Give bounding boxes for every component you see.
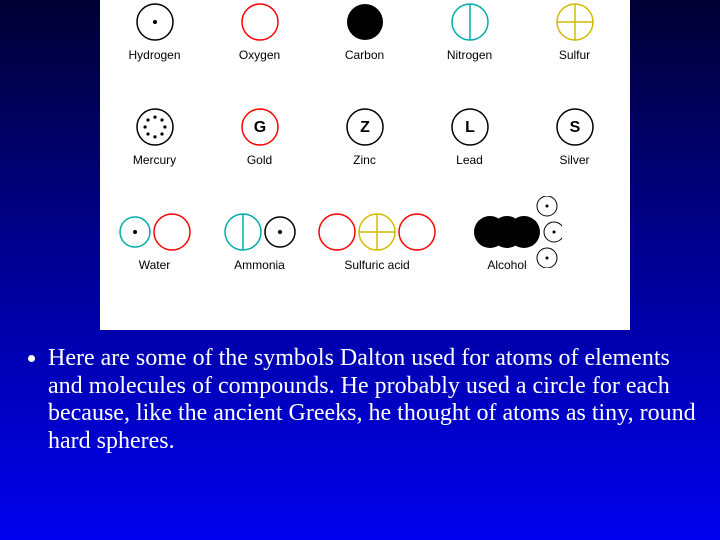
- symbol-cell: Carbon: [312, 0, 417, 62]
- atom-letter-icon: Z: [345, 107, 385, 147]
- symbol-graphic: L: [417, 105, 522, 149]
- symbol-cell: L Lead: [417, 105, 522, 167]
- symbol-label: Sulfur: [522, 48, 627, 62]
- symbol-cell: Alcohol: [442, 210, 572, 272]
- atom-cross-icon: [555, 2, 595, 42]
- symbol-graphic: S: [522, 105, 627, 149]
- svg-text:S: S: [569, 119, 580, 136]
- symbol-label: Sulfuric acid: [312, 258, 442, 272]
- symbol-graphic: [417, 0, 522, 44]
- caption-bullet: Here are some of the symbols Dalton used…: [48, 345, 700, 455]
- symbol-label: Nitrogen: [417, 48, 522, 62]
- atom-cross-icon: [357, 212, 397, 252]
- atom-center-dot-icon: [135, 2, 175, 42]
- symbol-label: Water: [102, 258, 207, 272]
- svg-text:Z: Z: [360, 119, 370, 136]
- symbol-label: Gold: [207, 153, 312, 167]
- symbol-label: Silver: [522, 153, 627, 167]
- symbol-cell: Z Zinc: [312, 105, 417, 167]
- symbol-label: Ammonia: [207, 258, 312, 272]
- symbol-cell: Oxygen: [207, 0, 312, 62]
- atom-center-dot-icon: [118, 215, 152, 249]
- symbol-cell: S Silver: [522, 105, 627, 167]
- atom-open-icon: [240, 2, 280, 42]
- symbol-cell: Hydrogen: [102, 0, 207, 62]
- symbol-cell: Mercury: [102, 105, 207, 167]
- atom-open-icon: [397, 212, 437, 252]
- atom-split-icon: [450, 2, 490, 42]
- symbol-cell: Ammonia: [207, 210, 312, 272]
- symbol-label: Carbon: [312, 48, 417, 62]
- symbol-graphic: Z: [312, 105, 417, 149]
- caption-text: Here are some of the symbols Dalton used…: [20, 345, 700, 455]
- symbol-graphic: G: [207, 105, 312, 149]
- symbol-cell: Nitrogen: [417, 0, 522, 62]
- symbol-graphic: [102, 105, 207, 149]
- symbol-cell: Sulfur: [522, 0, 627, 62]
- symbol-graphic: [312, 210, 442, 254]
- atom-ring-dots-icon: [135, 107, 175, 147]
- symbol-graphic: [207, 0, 312, 44]
- symbol-label: Lead: [417, 153, 522, 167]
- symbol-graphic: [312, 0, 417, 44]
- atom-open-icon: [317, 212, 357, 252]
- atom-split-icon: [223, 212, 263, 252]
- symbol-cell: Sulfuric acid: [312, 210, 442, 272]
- symbol-graphic: [522, 0, 627, 44]
- symbol-label: Zinc: [312, 153, 417, 167]
- svg-text:L: L: [465, 119, 475, 136]
- atom-solid-icon: [345, 2, 385, 42]
- symbol-cell: Water: [102, 210, 207, 272]
- svg-text:G: G: [253, 119, 265, 136]
- symbol-label: Hydrogen: [102, 48, 207, 62]
- symbol-cell: G Gold: [207, 105, 312, 167]
- atom-open-icon: [152, 212, 192, 252]
- symbol-label: Mercury: [102, 153, 207, 167]
- symbol-graphic: [207, 210, 312, 254]
- symbol-graphic: [102, 0, 207, 44]
- dalton-symbols-figure: HydrogenOxygenCarbonNitrogenSulfur Mercur…: [100, 0, 630, 330]
- symbol-graphic: [102, 210, 207, 254]
- atom-center-dot-icon: [263, 215, 297, 249]
- atom-letter-icon: S: [555, 107, 595, 147]
- symbol-label: Oxygen: [207, 48, 312, 62]
- atom-letter-icon: L: [450, 107, 490, 147]
- atom-letter-icon: G: [240, 107, 280, 147]
- symbol-graphic: [442, 210, 572, 254]
